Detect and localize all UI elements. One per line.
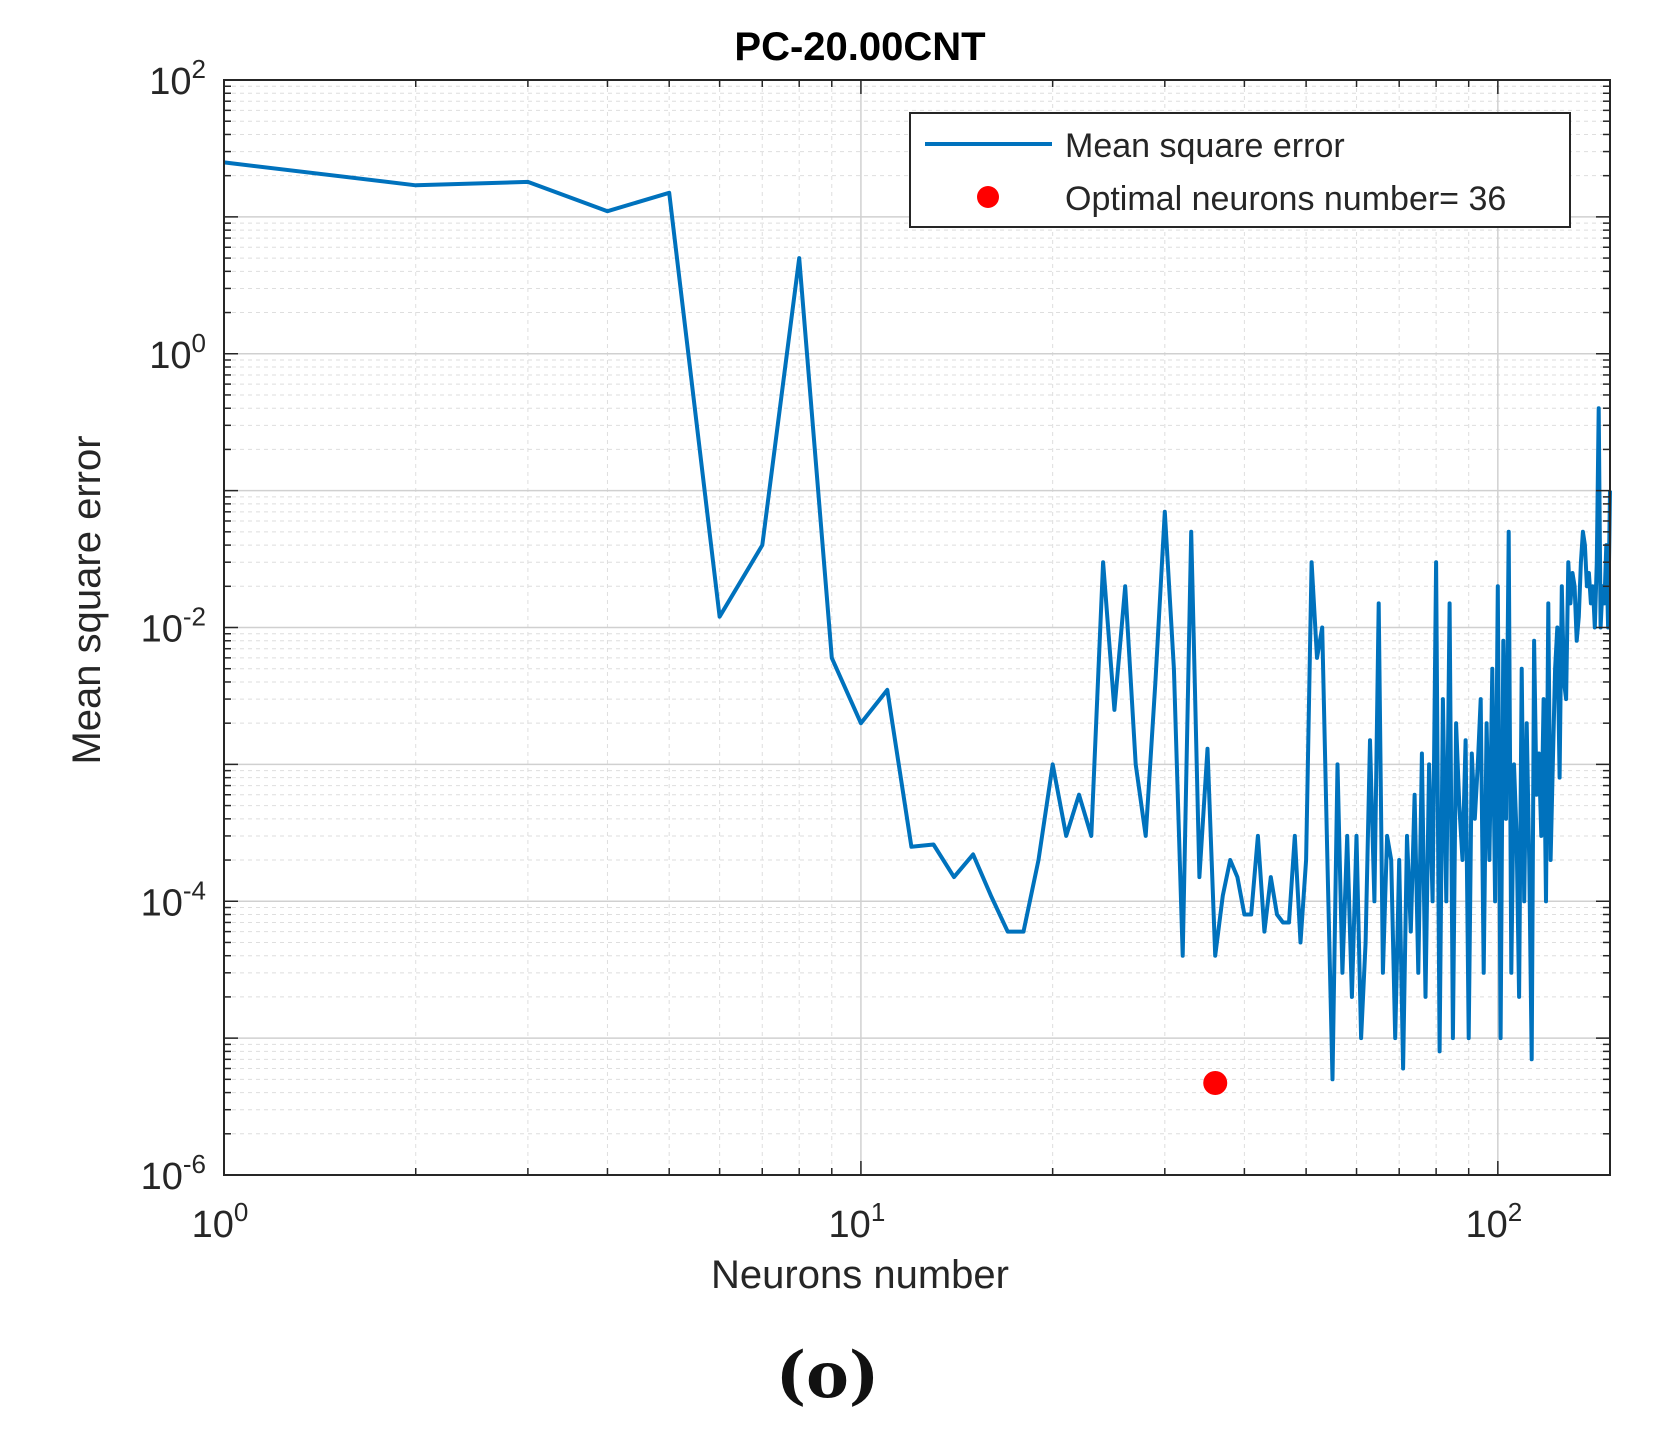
y-tick-label: 10-2 xyxy=(141,602,206,651)
x-axis-label: Neurons number xyxy=(711,1253,1009,1297)
tick-layer: 100 101 102 10-6 10-4 10-2 100 102 xyxy=(141,54,1610,1246)
legend-marker-sample xyxy=(977,186,999,208)
y-axis-label: Mean square error xyxy=(65,435,109,764)
y-tick-label: 10-4 xyxy=(141,875,206,924)
legend: Mean square error Optimal neurons number… xyxy=(909,112,1571,228)
y-tick-label: 100 xyxy=(149,328,206,377)
series-line-mean-square-error xyxy=(223,160,1612,1082)
legend-label-mse: Mean square error xyxy=(1065,127,1345,165)
y-tick-label: 10-6 xyxy=(141,1149,206,1198)
marker-layer xyxy=(1203,1071,1228,1096)
x-tick-label: 101 xyxy=(829,1197,886,1246)
figure-caption: (o) xyxy=(775,1338,880,1413)
y-tick-label: 102 xyxy=(149,54,206,103)
x-tick-label: 100 xyxy=(192,1197,249,1246)
legend-box xyxy=(909,112,1571,228)
series-layer xyxy=(223,160,1612,1082)
chart-title: PC-20.00CNT xyxy=(734,25,985,69)
legend-label-optimal: Optimal neurons number= 36 xyxy=(1065,180,1506,218)
x-tick-label: 102 xyxy=(1465,1197,1522,1246)
optimal-point-marker xyxy=(1203,1071,1228,1096)
